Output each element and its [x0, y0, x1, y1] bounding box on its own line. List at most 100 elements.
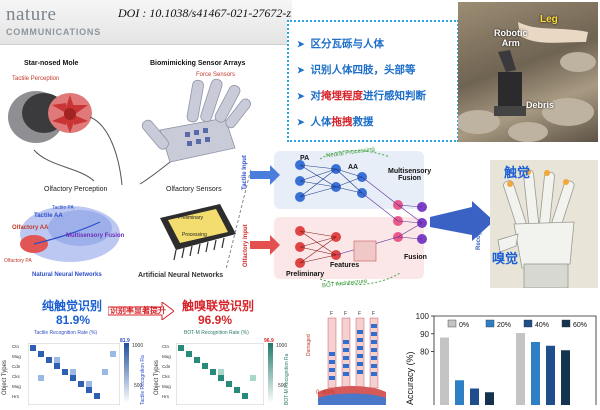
sensor-chip-illustration — [150, 198, 240, 268]
matrix-right-row-label: Mug — [162, 384, 171, 389]
matrix-right-row-label: Cdn — [162, 364, 171, 369]
matrix-left-row-label: Hrs — [12, 394, 19, 399]
net-tactile-input-label: Tactile Input — [242, 155, 248, 190]
legend-label: 60% — [573, 322, 587, 329]
legend-label: 40% — [535, 322, 549, 329]
matrix-left-row-label: Cks — [12, 374, 20, 379]
photo-svg — [458, 22, 596, 142]
olfactory-aa-label: Olfactory AA — [12, 225, 49, 231]
burial-mark-f: F — [344, 311, 348, 317]
photo-leg-label: Leg — [540, 14, 558, 25]
logo-nature-text: nature — [6, 4, 57, 25]
feature-item-3: ➤ 对掩埋程度进行感知判断 — [297, 90, 427, 102]
net-features-label: Features — [330, 262, 360, 269]
matrix-right-title: BOT-M Recognition Rate (%) — [184, 330, 249, 336]
chip-preliminary-label: Preliminary — [178, 215, 204, 221]
pure-touch-value: 81.9% — [56, 313, 91, 327]
matrix-right-ylabel: Object Types — [154, 360, 160, 395]
hand-svg — [497, 169, 575, 289]
matrix-right-colorbar-label: BOT-M Recognition Ra — [284, 353, 290, 405]
feature-item-4: ➤ 人体拖拽救援 — [297, 116, 374, 128]
accuracy-bar — [470, 388, 479, 405]
burial-mark-f: F — [330, 311, 334, 317]
burial-damaged-label: Damaged — [306, 334, 312, 356]
legend-swatch — [561, 319, 571, 328]
burial-svg — [318, 317, 386, 405]
accuracy-bar — [561, 350, 570, 405]
matrix-right-colorbar-tick: 1000 — [276, 343, 288, 349]
olfactory-sensors-label: Olfactory Sensors — [166, 186, 222, 193]
matrix-right-row-label: Hrs — [162, 394, 169, 399]
tactile-pa-label: Tactile PA — [52, 205, 74, 211]
touch-smell-title: 触嗅联觉识别 — [182, 299, 255, 313]
arrow-right-icon: ➤ — [297, 91, 305, 101]
brain-svg — [20, 206, 120, 262]
matrix-left-row-label: Mug — [12, 384, 21, 389]
burial-columns — [314, 312, 390, 405]
mole-svg — [8, 91, 123, 186]
net-multisensory-fusion-label: Multisensory Fusion — [388, 168, 432, 182]
matrix-left-colorbar-tick: 1000 — [132, 343, 144, 349]
accuracy-bar — [531, 342, 540, 405]
matrix-right-colorbar-tick: 500 — [278, 383, 287, 389]
matrix-left-row-label: Ctn — [12, 344, 20, 349]
glove-illustration — [130, 70, 270, 185]
legend-swatch — [447, 319, 457, 328]
legend-swatch — [523, 319, 533, 328]
matrix-right-value: 96.9 — [264, 338, 274, 344]
tactile-perception-label: Tactile Perception — [12, 76, 60, 82]
logo-communications-text: COMMUNICATIONS — [6, 27, 102, 37]
natural-nn-label: Natural Neural Networks — [32, 272, 102, 278]
accuracy-bar — [516, 333, 525, 405]
feature-box: ➤ 区分瓦砾与人体 ➤ 识别人体四肢，头部等 ➤ 对掩埋程度进行感知判断 ➤ 人体拖拽救… — [287, 20, 459, 142]
accuracy-bar — [485, 392, 494, 405]
robot-rescue-photo: Leg Robotic Arm Debris — [458, 2, 598, 142]
matrix-left-colorbar-label: Tactile Recognition Ra — [140, 355, 146, 405]
feature-item-2: ➤ 识别人体四肢，头部等 — [297, 64, 416, 76]
header-bar — [0, 0, 292, 45]
arrow-right-icon: ➤ — [297, 39, 305, 49]
chart-axes — [433, 315, 597, 405]
accuracy-bar — [455, 380, 464, 405]
accuracy-chart: 80 90 100 0% 20% 40% 60% — [400, 310, 600, 405]
mole-illustration — [4, 55, 144, 195]
chart-ytick-label: 100 — [416, 312, 430, 321]
network-svg — [250, 150, 494, 286]
net-aa-label: AA — [348, 164, 359, 171]
matrix-left-svg — [27, 342, 121, 406]
legend-label: 0% — [459, 322, 469, 329]
matrix-right-row-label: Cks — [162, 374, 170, 379]
journal-logo: nature COMMUNICATIONS — [6, 4, 118, 42]
chip-processing-label: Processing — [182, 232, 207, 238]
net-fusion-label: Fusion — [404, 254, 427, 261]
matrix-left-ylabel: Object Types — [2, 360, 8, 395]
matrix-right-grid — [175, 342, 265, 406]
improve-label: 识别率显著提升 — [110, 306, 166, 315]
improve-arrow — [107, 301, 175, 321]
matrix-right-row-label: Mug — [162, 354, 171, 359]
chart-ytick-label: 90 — [420, 330, 429, 339]
matrix-right-row-label: Ctn — [162, 344, 170, 349]
hand-smell-label: 嗅觉 — [492, 251, 519, 266]
burial-range-label: 0~60% — [316, 390, 335, 396]
feature-item-1: ➤ 区分瓦砾与人体 — [297, 38, 385, 50]
accuracy-bar — [546, 345, 555, 405]
pure-touch-title: 纯触觉识别 — [42, 299, 103, 313]
hand-touch-label: 触觉 — [504, 165, 531, 180]
touch-smell-value: 96.9% — [198, 313, 233, 327]
photo-arm-label: Robotic Arm — [494, 28, 528, 48]
glove-svg — [139, 78, 251, 185]
accuracy-ylabel: Accuracy (%) — [405, 351, 415, 405]
sensor-arrays-title: Biomimicking Sensor Arrays — [150, 60, 246, 67]
net-preliminary-label: Preliminary — [286, 271, 325, 278]
net-recognition-label: Recognition — [476, 215, 482, 250]
brain-illustration — [8, 198, 130, 270]
network-diagram — [250, 145, 500, 290]
mole-title: Star-nosed Mole — [24, 60, 79, 67]
chart-ytick-label: 80 — [420, 348, 429, 357]
matrix-left-colorbar — [124, 343, 129, 403]
accuracy-chart-svg: 80 90 100 0% 20% 40% 60% — [416, 312, 597, 405]
robot-hand-photo: 触觉 嗅觉 — [490, 160, 598, 289]
matrix-left-row-label: Cdn — [12, 364, 21, 369]
matrix-left-row-label: Mug — [12, 354, 21, 359]
